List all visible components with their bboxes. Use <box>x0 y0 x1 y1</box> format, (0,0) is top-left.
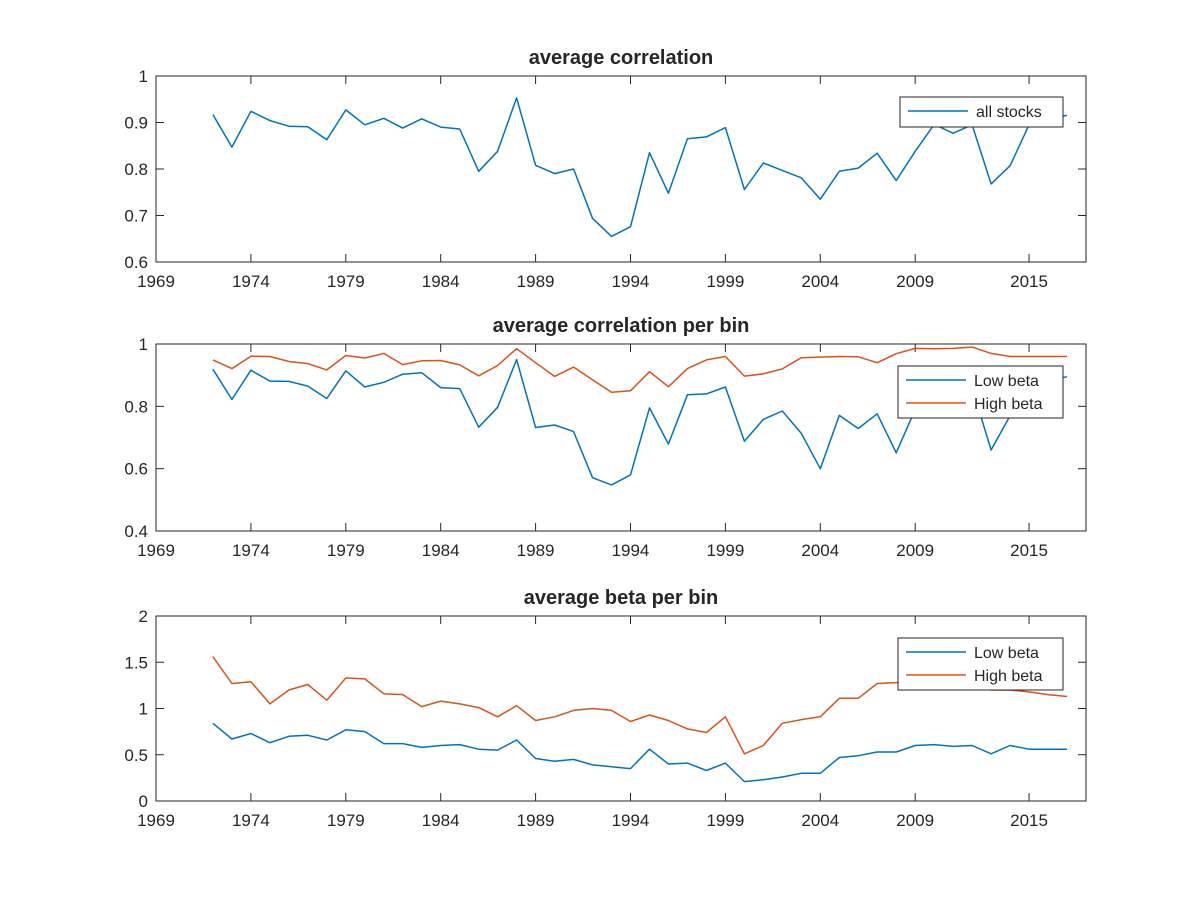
chart-title: average correlation per bin <box>493 315 750 337</box>
x-tick-label: 1999 <box>706 811 744 830</box>
y-tick-label: 0.4 <box>124 522 148 541</box>
y-tick-label: 0.5 <box>124 746 148 765</box>
y-tick-label: 1.5 <box>124 653 148 672</box>
x-tick-label: 1979 <box>327 541 365 560</box>
legend-box <box>897 637 1064 691</box>
legend: all stocks <box>899 96 1064 128</box>
legend-label: all stocks <box>976 104 1042 121</box>
x-tick-label: 2015 <box>1010 811 1048 830</box>
x-tick-label: 1979 <box>327 272 365 291</box>
x-tick-label: 1989 <box>517 272 555 291</box>
series-line-all-stocks <box>212 97 1068 238</box>
y-tick-label: 0.8 <box>124 397 148 416</box>
x-tick-label: 1999 <box>706 541 744 560</box>
x-tick-label: 1969 <box>137 811 175 830</box>
x-tick-label: 1974 <box>232 811 270 830</box>
x-tick-label: 1974 <box>232 541 270 560</box>
legend-label: High beta <box>974 668 1043 685</box>
y-tick-label: 2 <box>139 607 148 626</box>
x-tick-label: 1969 <box>137 541 175 560</box>
x-tick-label: 1994 <box>612 811 650 830</box>
x-tick-label: 1984 <box>422 811 460 830</box>
legend-label: Low beta <box>974 645 1039 662</box>
series-line-high-beta <box>212 346 1067 394</box>
subplot-3: average beta per bin 1969 1974 1979 1984 1989… <box>124 587 1087 830</box>
x-tick-label: 2004 <box>801 272 839 291</box>
series-line-low-beta <box>212 722 1067 783</box>
x-tick-label: 2015 <box>1010 272 1048 291</box>
x-tick-label: 1989 <box>517 541 555 560</box>
x-tick-label: 1969 <box>137 272 175 291</box>
x-tick-label: 2015 <box>1010 541 1048 560</box>
y-tick-label: 0.9 <box>124 114 148 133</box>
x-tick-label: 1994 <box>612 272 650 291</box>
y-tick-label: 0 <box>139 792 148 811</box>
x-tick-label: 1999 <box>706 272 744 291</box>
legend: Low beta High beta <box>897 365 1064 419</box>
subplot-2: average correlation per bin 1969 1974 1979 1… <box>124 315 1087 560</box>
x-tick-label: 2009 <box>896 272 934 291</box>
y-tick-label: 1 <box>139 335 148 354</box>
y-tick-label: 0.8 <box>124 160 148 179</box>
x-tick-label: 2004 <box>801 541 839 560</box>
x-tick-label: 1984 <box>422 541 460 560</box>
y-tick-label: 1 <box>139 700 148 719</box>
x-tick-label: 1979 <box>327 811 365 830</box>
chart-title: average correlation <box>529 47 714 69</box>
x-tick-label: 1994 <box>612 541 650 560</box>
legend: Low beta High beta <box>897 637 1064 691</box>
y-tick-label: 1 <box>139 67 148 86</box>
x-tick-label: 1989 <box>517 811 555 830</box>
x-tick-label: 1974 <box>232 272 270 291</box>
x-tick-label: 1984 <box>422 272 460 291</box>
chart-title: average beta per bin <box>524 587 719 609</box>
legend-label: Low beta <box>974 373 1039 390</box>
x-tick-label: 2004 <box>801 811 839 830</box>
subplot-1: average correlation 1969 1974 1979 1984 1989 1… <box>124 47 1087 291</box>
y-tick-label: 0.7 <box>124 207 148 226</box>
legend-box <box>899 96 1064 128</box>
y-tick-label: 0.6 <box>124 253 148 272</box>
y-tick-label: 0.6 <box>124 460 148 479</box>
legend-label: High beta <box>974 396 1043 413</box>
legend-box <box>897 365 1064 419</box>
x-tick-label: 2009 <box>896 811 934 830</box>
x-tick-label: 2009 <box>896 541 934 560</box>
